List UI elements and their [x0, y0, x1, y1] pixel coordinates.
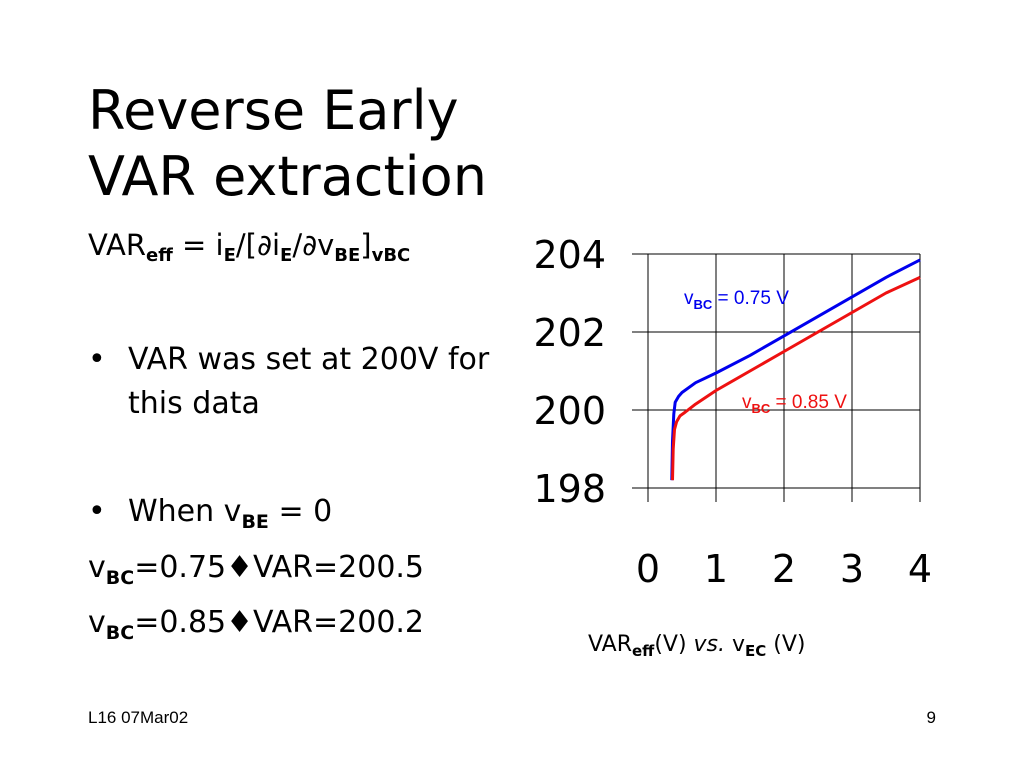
formula-subscript: E: [223, 245, 236, 266]
series-line-vbc-085: [671, 276, 921, 481]
bullet-text-part: When v: [128, 494, 242, 529]
formula-subscript: BE: [334, 245, 361, 266]
y-tick-label: 204: [533, 233, 606, 277]
x-tick-label: 1: [704, 547, 728, 591]
bullet-subscript: BE: [241, 511, 269, 533]
caption-text: (V): [766, 632, 806, 657]
y-tick-label: 198: [533, 467, 606, 511]
x-tick-label: 2: [772, 547, 796, 591]
formula-subscript: vBC: [371, 245, 411, 266]
caption-text: (V): [654, 632, 694, 657]
caption-subscript: EC: [745, 642, 767, 660]
title-line-1: Reverse Early: [88, 79, 459, 142]
x-tick-label: 3: [840, 547, 864, 591]
result-text: v: [88, 605, 106, 640]
y-tick-label: 202: [533, 311, 606, 355]
result-subscript: BC: [105, 567, 135, 589]
x-tick-label: 0: [636, 547, 660, 591]
series-label-vbc-075: vBC = 0.75 V: [684, 288, 789, 312]
formula-text: = i: [172, 228, 224, 262]
slide-number: 9: [926, 708, 936, 727]
result-text: =0.85♦VAR=200.2: [134, 605, 425, 640]
bullet-dot: •: [88, 494, 106, 529]
caption-vs: vs.: [693, 632, 726, 657]
formula-text: /∂v: [292, 228, 335, 262]
slide-title: Reverse Early VAR extraction: [88, 78, 487, 210]
series-label-vbc-085: vBC = 0.85 V: [742, 392, 847, 416]
x-tick-label: 4: [908, 547, 932, 591]
result-text: v: [88, 550, 106, 585]
bullet-text: VAR was set at 200V for this data: [128, 342, 490, 421]
bullet-text-part: = 0: [268, 494, 333, 529]
y-tick-label: 200: [533, 389, 606, 433]
result-line-075: vBC=0.75♦VAR=200.5: [88, 550, 424, 589]
series-layer: [670, 258, 921, 481]
formula-text: ]: [360, 228, 372, 262]
caption-text: v: [725, 632, 746, 657]
formula-subscript: E: [280, 245, 293, 266]
label-layer: 204 202 200 198 0 1 2 3 4 vBC = 0.75 V vBC = 0.85 …: [533, 233, 932, 591]
bullet-var-setting: • VAR was set at 200V for this data: [88, 338, 508, 426]
result-subscript: BC: [105, 622, 135, 644]
bullet-text: When vBE = 0: [88, 490, 508, 544]
var-eff-formula: VAReff = iE/[∂iE/∂vBE]vBC: [88, 228, 410, 266]
bullet-dot: •: [88, 342, 106, 377]
caption-text: VAR: [588, 632, 632, 657]
formula-text: VAR: [88, 228, 146, 262]
footer-date: L16 07Mar02: [88, 708, 189, 727]
formula-text: /[∂i: [235, 228, 281, 262]
bullet-vbe-zero: • When vBE = 0: [88, 490, 508, 544]
chart-caption: VAReff(V) vs. vEC (V): [588, 632, 806, 660]
formula-subscript: eff: [145, 245, 173, 266]
series-line-vbc-075: [670, 258, 921, 481]
title-line-2: VAR extraction: [88, 145, 487, 208]
caption-subscript: eff: [631, 642, 655, 660]
axis-layer: [632, 253, 921, 502]
result-line-085: vBC=0.85♦VAR=200.2: [88, 605, 424, 644]
result-text: =0.75♦VAR=200.5: [134, 550, 425, 585]
